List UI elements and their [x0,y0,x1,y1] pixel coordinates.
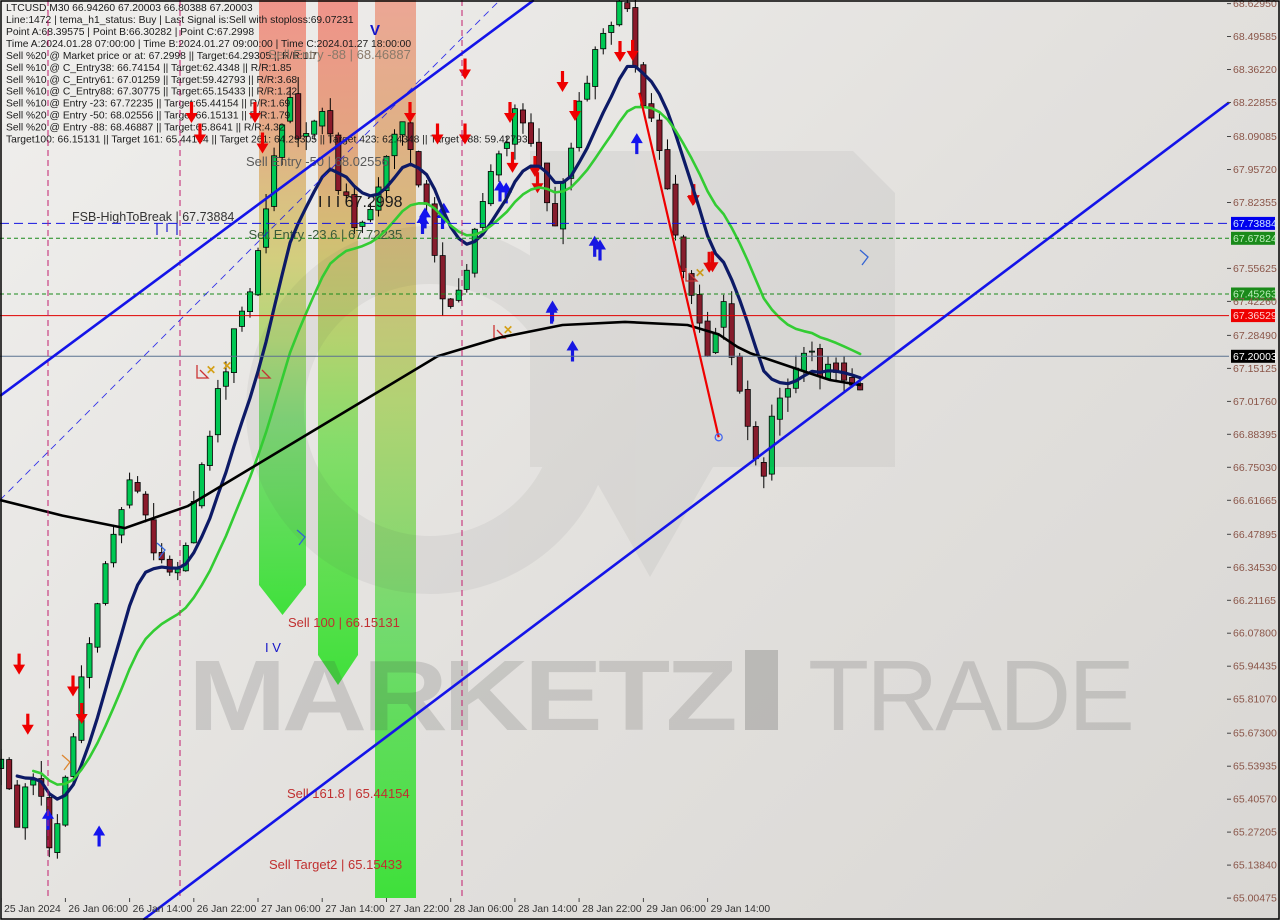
svg-text:67.82355: 67.82355 [1233,197,1277,209]
svg-text:65.13840: 65.13840 [1233,860,1277,872]
svg-text:65.40570: 65.40570 [1233,794,1277,806]
svg-text:66.75030: 66.75030 [1233,462,1277,474]
svg-text:28 Jan 14:00: 28 Jan 14:00 [518,904,578,915]
svg-text:Sell 100 | 66.15131: Sell 100 | 66.15131 [288,615,400,630]
svg-text:67.36529: 67.36529 [1233,310,1277,322]
svg-text:Sell %10 @ C_Entry38: 66.74154: Sell %10 @ C_Entry38: 66.74154 || Target… [6,63,292,74]
svg-text:67.28490: 67.28490 [1233,330,1277,342]
svg-text:Sell Target2 | 65.15433: Sell Target2 | 65.15433 [269,857,402,872]
svg-text:66.34530: 66.34530 [1233,562,1277,574]
svg-text:67.42260: 67.42260 [1233,296,1277,308]
svg-text:68.36220: 68.36220 [1233,64,1277,76]
svg-text:26 Jan 14:00: 26 Jan 14:00 [133,904,193,915]
svg-text:65.00475: 65.00475 [1233,893,1277,905]
svg-text:67.67824: 67.67824 [1233,233,1277,245]
svg-text:28 Jan 22:00: 28 Jan 22:00 [582,904,642,915]
svg-text:67.73884: 67.73884 [1233,218,1277,230]
svg-text:FSB-HighToBreak | 67.73884: FSB-HighToBreak | 67.73884 [72,210,234,224]
svg-text:65.27205: 65.27205 [1233,827,1277,839]
svg-text:I I I 67.2998: I I I 67.2998 [318,194,403,211]
svg-text:29 Jan 14:00: 29 Jan 14:00 [711,904,771,915]
svg-text:27 Jan 22:00: 27 Jan 22:00 [390,904,450,915]
svg-text:66.47895: 66.47895 [1233,529,1277,541]
svg-text:66.61665: 66.61665 [1233,495,1277,507]
svg-text:LTCUSD,M30 66.94260 67.20003: LTCUSD,M30 66.94260 67.20003 66.80388 67… [6,3,253,14]
svg-text:Sell Entry -88 | 68.46887: Sell Entry -88 | 68.46887 [268,47,411,62]
svg-text:29 Jan 06:00: 29 Jan 06:00 [646,904,706,915]
svg-text:Sell %10 @ Entry -23: 67.72235: Sell %10 @ Entry -23: 67.72235 || Target… [6,99,291,110]
svg-text:67.15125: 67.15125 [1233,363,1277,375]
svg-text:28 Jan 06:00: 28 Jan 06:00 [454,904,514,915]
svg-text:66.21165: 66.21165 [1233,595,1276,607]
svg-text:67.01760: 67.01760 [1233,396,1277,408]
svg-text:26 Jan 22:00: 26 Jan 22:00 [197,904,257,915]
svg-text:25 Jan 2024: 25 Jan 2024 [4,904,61,915]
svg-text:✕: ✕ [206,363,216,377]
svg-text:65.67300: 65.67300 [1233,728,1277,740]
svg-text:65.53935: 65.53935 [1233,761,1277,773]
svg-text:27 Jan 06:00: 27 Jan 06:00 [261,904,321,915]
svg-text:67.95720: 67.95720 [1233,164,1277,176]
svg-text:67.55625: 67.55625 [1233,263,1277,275]
svg-text:65.81070: 65.81070 [1233,694,1277,706]
svg-text:68.49585: 68.49585 [1233,31,1277,43]
svg-text:66.07800: 66.07800 [1233,628,1277,640]
svg-text:V: V [370,22,380,39]
svg-text:Sell %10 @ C_Entry88: 67.30775: Sell %10 @ C_Entry88: 67.30775 || Target… [6,87,297,98]
svg-text:65.94435: 65.94435 [1233,661,1277,673]
svg-text:✕: ✕ [222,359,232,373]
svg-text:Sell %10 @ C_Entry61: 67.01259: Sell %10 @ C_Entry61: 67.01259 || Target… [6,75,297,86]
svg-text:67.20003: 67.20003 [1233,351,1277,363]
svg-text:26 Jan 06:00: 26 Jan 06:00 [68,904,128,915]
svg-text:27 Jan 14:00: 27 Jan 14:00 [325,904,385,915]
svg-text:Sell %20 @ Entry -50: 68.02556: Sell %20 @ Entry -50: 68.02556 || Target… [6,111,291,122]
svg-text:68.09085: 68.09085 [1233,131,1277,143]
svg-text:68.22855: 68.22855 [1233,97,1277,109]
svg-text:66.88395: 66.88395 [1233,429,1277,441]
svg-text:Point A:68.39575 | Point B:66.: Point A:68.39575 | Point B:66.30282 | Po… [6,27,254,38]
svg-text:TRADE: TRADE [808,640,1132,752]
